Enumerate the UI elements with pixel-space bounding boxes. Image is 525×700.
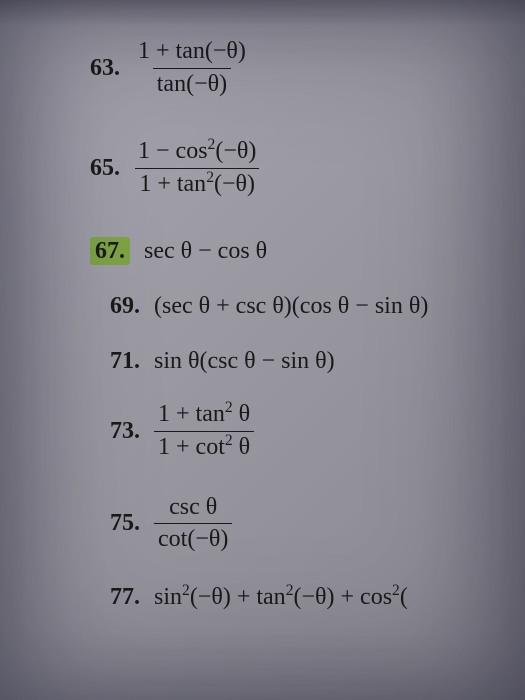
highlight-badge: 67. — [90, 237, 130, 265]
problem-number: 71. — [110, 348, 140, 375]
numerator: csc θ — [165, 494, 221, 524]
problem-number: 63. — [90, 55, 120, 82]
denominator: 1 + tan2(−θ) — [135, 168, 259, 199]
fraction: 1 − cos2(−θ) 1 + tan2(−θ) — [134, 138, 260, 198]
problem-number: 65. — [90, 155, 120, 182]
fraction: 1 + tan2 θ 1 + cot2 θ — [154, 401, 254, 461]
fraction: 1 + tan(−θ) tan(−θ) — [134, 38, 250, 98]
problem-73: 73. 1 + tan2 θ 1 + cot2 θ — [110, 401, 515, 461]
denominator: tan(−θ) — [153, 68, 231, 99]
problem-63: 63. 1 + tan(−θ) tan(−θ) — [90, 38, 515, 98]
problem-77: 77. sin2(−θ) + tan2(−θ) + cos2( — [110, 584, 515, 611]
numerator: 1 + tan(−θ) — [134, 38, 250, 68]
denominator: cot(−θ) — [154, 523, 232, 554]
fraction: csc θ cot(−θ) — [154, 494, 232, 554]
problem-number: 77. — [110, 584, 140, 611]
numerator: 1 − cos2(−θ) — [134, 138, 260, 168]
expression: sin2(−θ) + tan2(−θ) + cos2( — [154, 584, 408, 611]
problem-number: 69. — [110, 293, 140, 320]
denominator: 1 + cot2 θ — [154, 431, 254, 462]
textbook-page: 63. 1 + tan(−θ) tan(−θ) 65. 1 − cos2(−θ)… — [0, 0, 525, 700]
expression: (sec θ + csc θ)(cos θ − sin θ) — [154, 293, 428, 320]
expression: sin θ(csc θ − sin θ) — [154, 348, 335, 375]
expression: sec θ − cos θ — [144, 238, 267, 265]
problem-number: 75. — [110, 510, 140, 537]
problem-69: 69. (sec θ + csc θ)(cos θ − sin θ) — [110, 293, 515, 320]
numerator: 1 + tan2 θ — [154, 401, 254, 431]
problem-67: 67. sec θ − cos θ — [90, 238, 515, 265]
problem-71: 71. sin θ(csc θ − sin θ) — [110, 348, 515, 375]
problem-65: 65. 1 − cos2(−θ) 1 + tan2(−θ) — [90, 138, 515, 198]
problem-number: 73. — [110, 418, 140, 445]
problem-75: 75. csc θ cot(−θ) — [110, 494, 515, 554]
problem-number: 67. — [90, 238, 130, 265]
